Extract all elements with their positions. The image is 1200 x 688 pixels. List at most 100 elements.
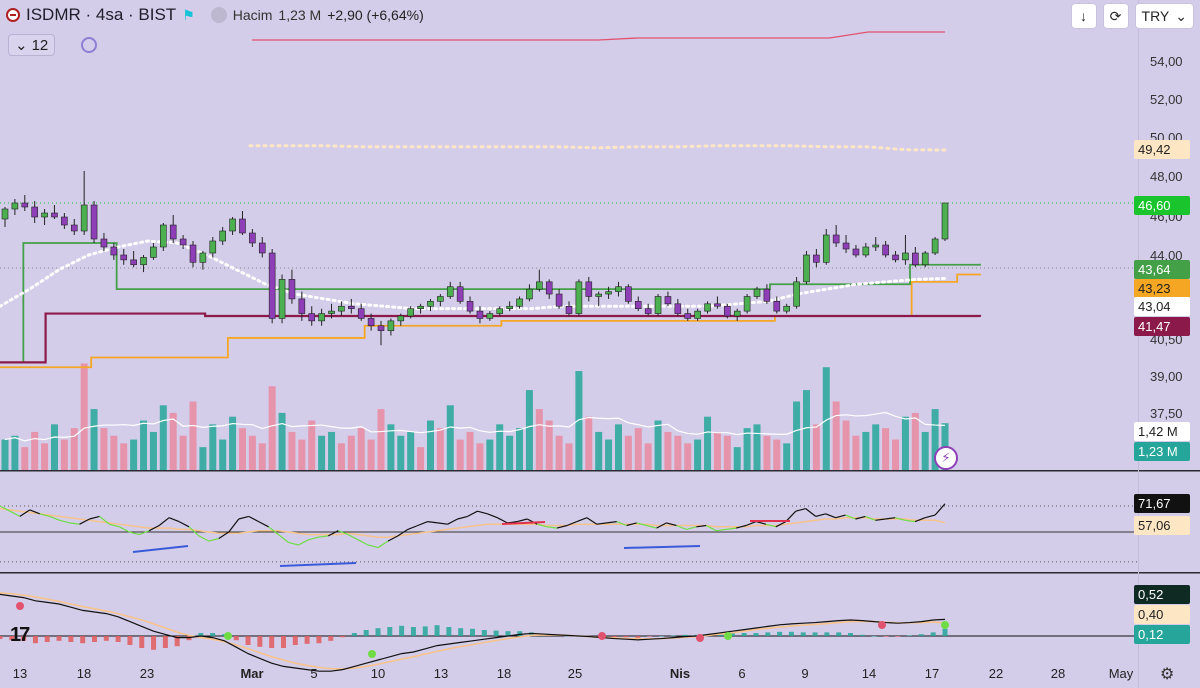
price-tag: 1,42 M [1134,422,1190,441]
currency-select[interactable]: TRY ⌄ [1134,3,1194,29]
macd-histogram-bar [611,636,617,638]
volume-bar [506,435,514,470]
candle-body [338,305,345,312]
candle-body [51,212,58,218]
macd-signal-line [0,592,946,670]
rsi-segment [308,536,319,541]
rsi-segment [696,524,707,528]
volume-bar [446,405,454,470]
volume-bar [209,424,217,470]
rsi-segment [49,515,60,521]
rsi-segment [89,515,100,520]
volume-bar [793,401,801,470]
lightning-icon[interactable]: ⚡ [934,446,958,470]
volume-bar [229,416,237,470]
volume-bar [130,439,138,470]
indicator-count-button[interactable]: ⌄ 12 [8,34,56,56]
time-axis-label: 5 [310,666,318,681]
rotate-icon: ⟳ [1109,7,1122,24]
volume-bar [931,409,939,470]
volume-bar [436,428,444,470]
green-line [0,242,981,364]
candle-body [70,224,78,232]
price-tag: 41,47 [1134,317,1190,336]
symbol-title[interactable]: ISDMR · 4sa · BIST [26,5,177,24]
volume-value: 1,23 M [278,7,322,23]
candle-body [842,242,850,250]
macd-histogram-bar [245,636,251,645]
rsi-segment [566,521,578,527]
volume-bar [189,401,197,470]
rsi-segment [79,518,90,525]
macd-histogram-bar [635,636,641,638]
rsi-segment [39,513,50,517]
candle-body [526,288,533,300]
rsi-segment [357,539,369,546]
candle-body [674,303,682,314]
volume-bar [704,416,712,470]
price-tag: 1,23 M [1134,442,1190,461]
volume-bar [783,443,791,470]
download-button[interactable]: ↓ [1070,3,1097,29]
rsi-segment [417,521,428,527]
macd-histogram-bar [281,636,286,648]
arrow-down-icon: ↓ [1080,8,1088,24]
candle-body [634,301,642,309]
refresh-icon[interactable] [81,37,98,53]
rsi-segment [119,526,130,533]
macd-line [0,593,946,672]
rsi-segment [377,540,389,549]
candle-body [803,254,810,283]
rsi-segment [218,531,230,540]
volume-bar [733,447,741,470]
macd-histogram-bar [446,627,452,636]
price-tag: 43,23 [1134,279,1190,298]
rsi-segment [347,534,359,541]
volume-bar [802,390,810,470]
rsi-segment [765,523,777,528]
volume-bar [862,431,870,470]
macd-cross-dot [598,632,606,640]
eye-icon[interactable] [210,7,227,23]
flag-icon[interactable]: ⚑ [182,6,195,23]
rsi-segment [477,510,488,515]
volume-bar [248,435,256,470]
volume-bar [140,420,148,470]
macd-histogram-bar [942,628,948,636]
rotate-button[interactable]: ⟳ [1102,3,1129,29]
volume-bar [852,435,860,470]
macd-histogram-bar [741,633,747,636]
candle-body [209,240,217,254]
tradingview-logo-icon[interactable]: 17 [10,624,30,646]
rsi-segment [537,523,548,528]
candle-body [536,281,543,290]
volume-bar [901,416,909,470]
rsi-segment [576,517,588,523]
volume-bar [911,412,919,470]
candle-body [397,315,405,322]
company-logo-icon [6,8,20,22]
rsi-segment [934,503,946,516]
gear-icon[interactable]: ⚙ [1160,666,1175,683]
volume-bar [476,443,484,470]
volume-bar [397,435,405,470]
volume-bar [110,435,118,470]
rsi-segment [656,522,667,529]
macd-histogram-bar [895,636,901,637]
candle-body [258,242,266,254]
volume-bar [496,424,504,470]
rsi-segment [228,518,240,533]
rsi-segment [517,518,528,523]
candle-body [466,301,474,312]
volume-bar [31,431,39,470]
rsi-segment [288,541,299,546]
rsi-segment [109,523,120,528]
rsi-ma-line [0,507,946,538]
candle-body [931,238,939,254]
candle-body [753,288,761,297]
candle-body [367,318,375,327]
rsi-segment [208,537,219,542]
pane-separator [0,470,1200,472]
macd-histogram-bar [623,636,629,638]
